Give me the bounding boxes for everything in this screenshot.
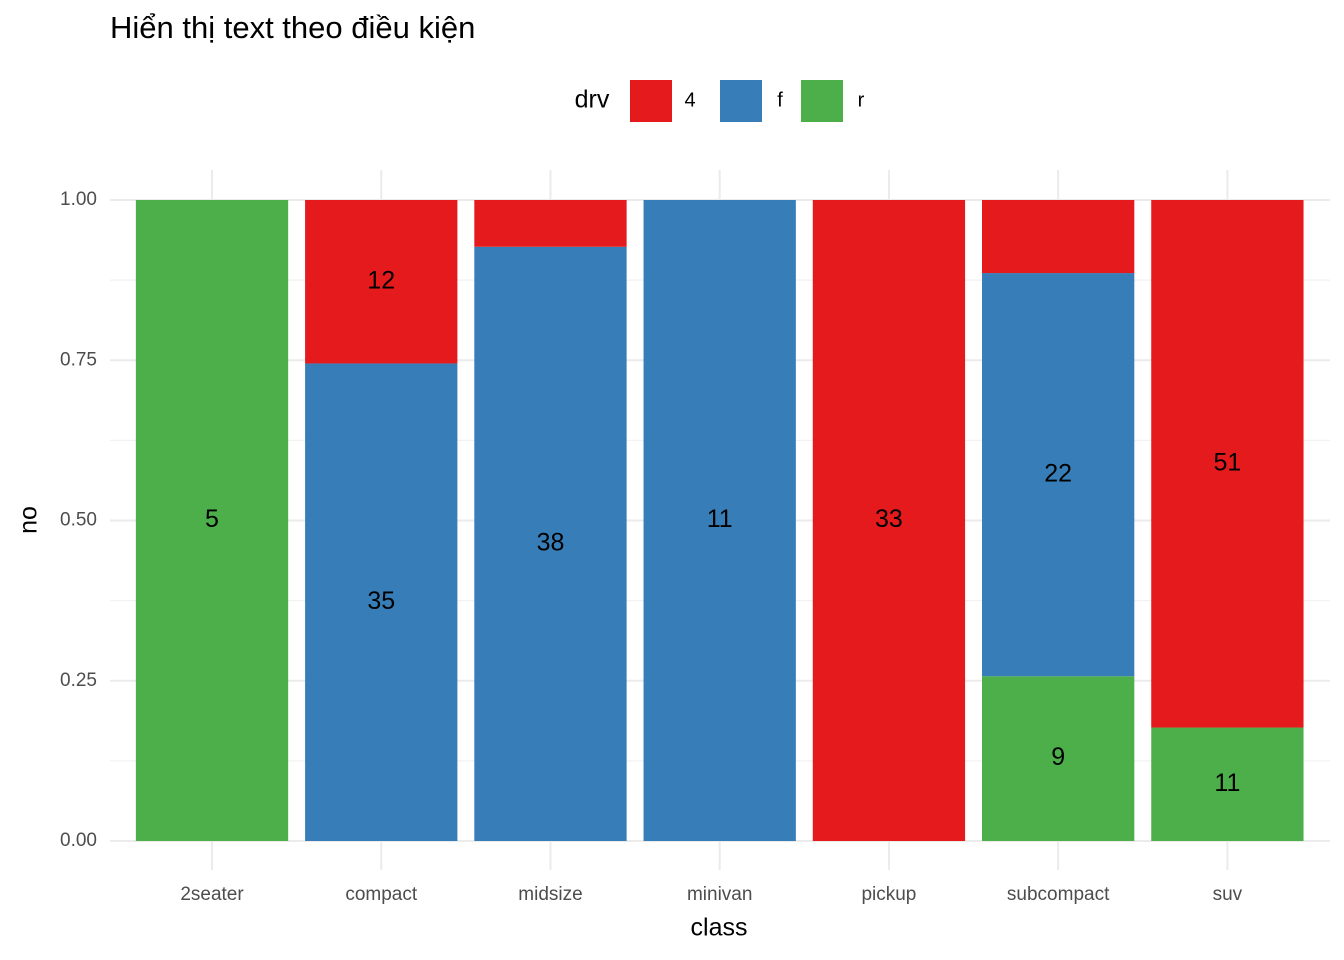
legend-key (801, 80, 843, 122)
x-tick-label: pickup (861, 884, 916, 905)
bar-segment (474, 200, 627, 247)
data-label: 33 (875, 505, 903, 533)
data-label: 51 (1213, 448, 1241, 476)
data-label: 12 (367, 266, 395, 294)
y-tick-label: 0.50 (60, 510, 97, 531)
legend-title: drv (575, 86, 610, 114)
data-label: 5 (205, 505, 219, 533)
legend-label: f (777, 89, 783, 111)
x-tick-label: suv (1213, 884, 1243, 905)
x-tick-label: minivan (687, 884, 752, 905)
x-tick-label: midsize (518, 884, 582, 905)
y-tick-label: 0.75 (60, 349, 97, 370)
bar-segment (812, 200, 966, 841)
data-label: 22 (1044, 459, 1072, 487)
data-label: 38 (537, 529, 565, 557)
bar-segment (1151, 200, 1304, 728)
data-label: 35 (367, 587, 395, 615)
bar-segment (982, 273, 1135, 677)
bar-segment (982, 200, 1135, 274)
x-axis-label: class (691, 914, 748, 942)
data-label: 11 (1214, 769, 1240, 797)
bar-segment (643, 200, 796, 841)
bar-segment (305, 200, 458, 364)
legend-key (720, 80, 762, 122)
y-tick-label: 1.00 (60, 189, 97, 210)
bar-segment (1151, 727, 1304, 841)
data-label: 9 (1051, 743, 1065, 771)
chart-title: Hiển thị text theo điều kiện (110, 10, 475, 45)
legend-label: r (858, 89, 865, 111)
y-tick-label: 0.00 (60, 830, 97, 851)
legend-key (630, 80, 672, 122)
data-label: 11 (707, 505, 733, 533)
x-tick-label: 2seater (180, 884, 244, 905)
bar-segment (305, 363, 458, 841)
y-axis-label: no (15, 506, 43, 534)
legend-label: 4 (684, 89, 695, 111)
bar-segment (135, 200, 289, 841)
bar-segment (982, 676, 1135, 841)
x-tick-label: subcompact (1007, 884, 1110, 905)
bar-segment (474, 246, 627, 842)
y-tick-label: 0.25 (60, 670, 97, 691)
x-tick-label: compact (345, 884, 418, 905)
